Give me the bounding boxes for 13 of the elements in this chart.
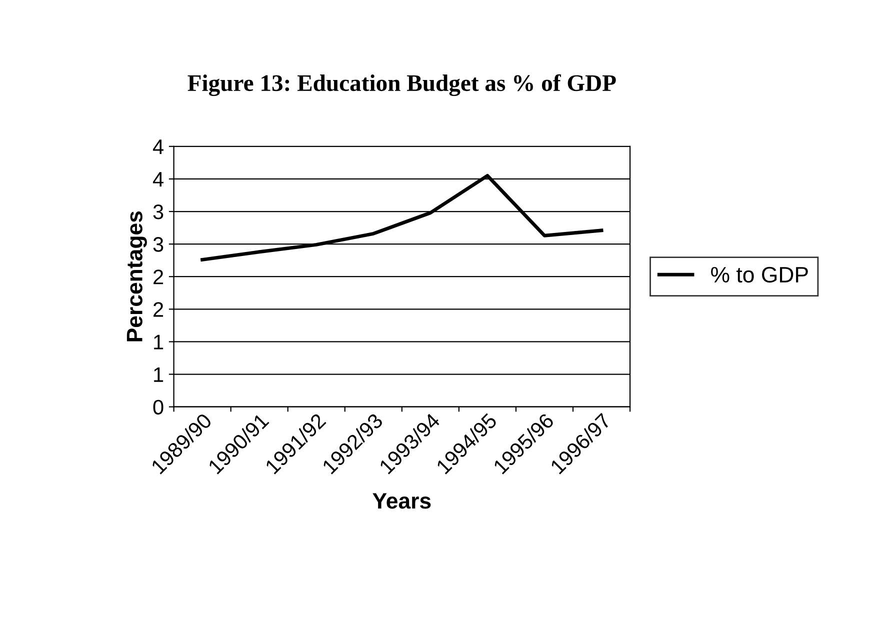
y-tick-label: 4 xyxy=(152,140,164,154)
y-tick-label: 3 xyxy=(153,237,164,252)
chart-title: Figure 13: Education Budget as % of GDP xyxy=(188,74,616,96)
legend-label: % to GDP xyxy=(711,266,808,283)
y-tick-label: 2 xyxy=(154,302,164,317)
y-axis-title: Percentages xyxy=(126,211,147,342)
y-tick-label: 2 xyxy=(154,270,164,284)
y-tick-label: 3 xyxy=(153,204,164,220)
y-tick-label: 0 xyxy=(153,400,164,415)
y-tick-label: 4 xyxy=(152,172,164,187)
y-tick-label: 1 xyxy=(154,367,164,382)
y-tick-label: 1 xyxy=(154,334,164,350)
x-axis-title: Years xyxy=(372,493,431,509)
